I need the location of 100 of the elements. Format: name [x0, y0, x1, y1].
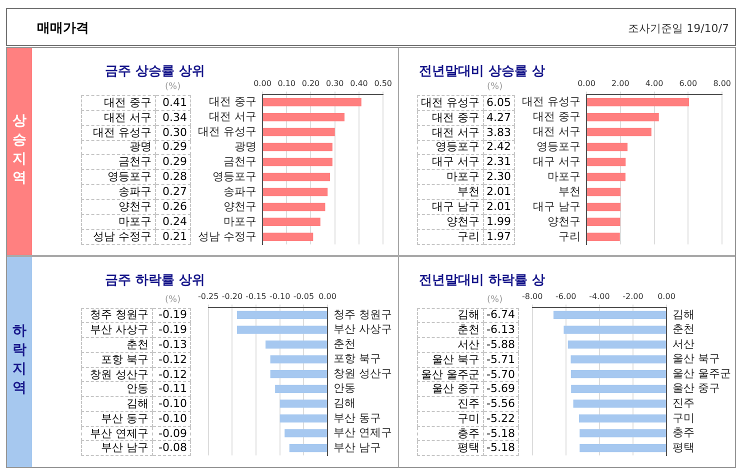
y-tick-label: 춘천: [672, 322, 695, 336]
y-tick-label: 마포구: [547, 170, 580, 183]
y-tick-label: 부산 사상구: [334, 322, 392, 336]
x-tick-label: 8.00: [713, 78, 731, 88]
data-label: -5.18: [483, 440, 518, 456]
data-label: -5.22: [483, 411, 518, 426]
bar: [586, 142, 628, 152]
data-label: 4.27: [483, 110, 514, 126]
text: 전년말대비 상승률 상: [419, 63, 546, 80]
data-label: 6.05: [483, 95, 514, 110]
x-tick-label: 6.00: [679, 78, 698, 88]
y-tick-label: 청주 청원구: [334, 308, 392, 321]
category-label: 부천: [458, 185, 480, 198]
x-tick-label: -0.05: [293, 292, 314, 301]
bar: [586, 232, 620, 242]
category-label: 대전 중구: [104, 96, 152, 109]
category-label: 청주 청원구: [90, 308, 149, 322]
data-label: -5.56: [483, 396, 518, 412]
category-label: 진주: [458, 397, 480, 410]
y-tick-label: 김해: [672, 308, 695, 321]
text: (%): [165, 294, 181, 305]
y-tick-label: 대전 중구: [208, 94, 256, 108]
category-label: 울산 북구: [432, 352, 480, 366]
category-label: 부산 남구: [101, 441, 149, 454]
category-label: 충주: [458, 426, 480, 440]
data-label: 2.31: [483, 154, 514, 170]
text: (%): [165, 82, 181, 92]
category-label: 양천구: [446, 215, 480, 228]
category-label: 김해: [126, 397, 149, 410]
data-label: -0.12: [152, 352, 190, 368]
text: (%): [487, 82, 503, 92]
data-label: 0.28: [155, 170, 190, 185]
y-tick-label: 마포구: [223, 214, 256, 228]
x-tick-label: -6.00: [556, 292, 576, 301]
data-label: -5.71: [483, 352, 518, 368]
x-tick-label: 0.20: [302, 78, 320, 88]
y-tick-label: 울산 북구: [672, 352, 720, 366]
y-tick-label: 대전 중구: [532, 110, 580, 123]
y-tick-label: 부산 동구: [334, 411, 382, 424]
y-tick-label: 송파구: [223, 184, 256, 198]
x-tick-label: 0.50: [374, 78, 392, 88]
data-label: 2.01: [483, 184, 514, 200]
data-label: -5.18: [483, 426, 518, 441]
y-tick-label: 부산 연제구: [334, 426, 392, 440]
y-tick-label: 광명: [234, 140, 256, 153]
data-label: 0.41: [155, 95, 190, 110]
y-tick-label: 금천구: [223, 154, 256, 168]
chart-title: 전년말대비 하락률 상: [419, 272, 546, 289]
data-label: -6.74: [483, 308, 518, 323]
data-label: -0.10: [152, 396, 190, 412]
data-label: -6.13: [483, 322, 518, 338]
y-tick-label: 안동: [334, 382, 356, 395]
category-label: 창원 성산구: [90, 368, 149, 381]
y-tick-label: 영등포구: [536, 140, 580, 153]
bar: [262, 142, 332, 152]
category-label: 포항 북구: [101, 352, 149, 366]
y-tick-label: 김해: [334, 396, 356, 410]
data-label: 0.29: [155, 140, 190, 155]
data-label: -0.08: [152, 440, 190, 456]
bar: [262, 172, 330, 182]
data-label: 3.83: [483, 125, 514, 140]
bar: [586, 172, 626, 182]
bar: [586, 218, 620, 226]
category-label: 구미: [458, 412, 480, 425]
text: 상승지역: [7, 48, 32, 255]
category-label: 울산 울주군: [421, 368, 480, 381]
x-tick-label: -0.15: [246, 292, 266, 301]
x-tick-label: 0.00: [254, 78, 272, 88]
category-label: 마포구: [118, 215, 152, 228]
x-tick-label: -8.00: [522, 292, 543, 301]
category-label: 광명: [130, 140, 152, 154]
chart-title: 금주 하락률 상위: [105, 272, 206, 289]
text: 금주 상승률 상위: [105, 63, 206, 80]
data-label: -5.70: [483, 367, 518, 382]
category-label: 양천구: [118, 200, 152, 214]
category-label: 김해: [458, 308, 480, 322]
x-tick-label: -0.10: [269, 292, 290, 301]
category-label: 대전 유성구: [93, 126, 152, 139]
category-label: 대전 서구: [432, 126, 480, 139]
data-label: -0.10: [152, 411, 190, 426]
y-tick-label: 영등포구: [212, 170, 256, 183]
category-label: 영등포구: [436, 140, 480, 154]
bar: [586, 98, 690, 106]
category-label: 부산 사상구: [90, 323, 149, 336]
data-label: -0.19: [152, 308, 190, 323]
bar: [262, 232, 314, 242]
data-label: -0.19: [152, 322, 190, 338]
text: 하락지역: [7, 257, 32, 467]
category-label: 송파구: [118, 185, 152, 198]
y-tick-label: 울산 중구: [672, 382, 720, 395]
y-tick-label: 성남 수정구: [198, 230, 256, 243]
category-label: 마포구: [446, 170, 480, 184]
data-label: 0.21: [155, 230, 190, 245]
x-tick-label: 0.00: [578, 78, 596, 88]
data-label: 1.99: [483, 214, 514, 230]
bar: [586, 128, 652, 136]
y-tick-label: 대전 유성구: [198, 124, 256, 138]
y-tick-label: 대구 서구: [532, 154, 580, 168]
data-label: -0.09: [152, 426, 190, 441]
data-label: -5.88: [483, 338, 518, 352]
